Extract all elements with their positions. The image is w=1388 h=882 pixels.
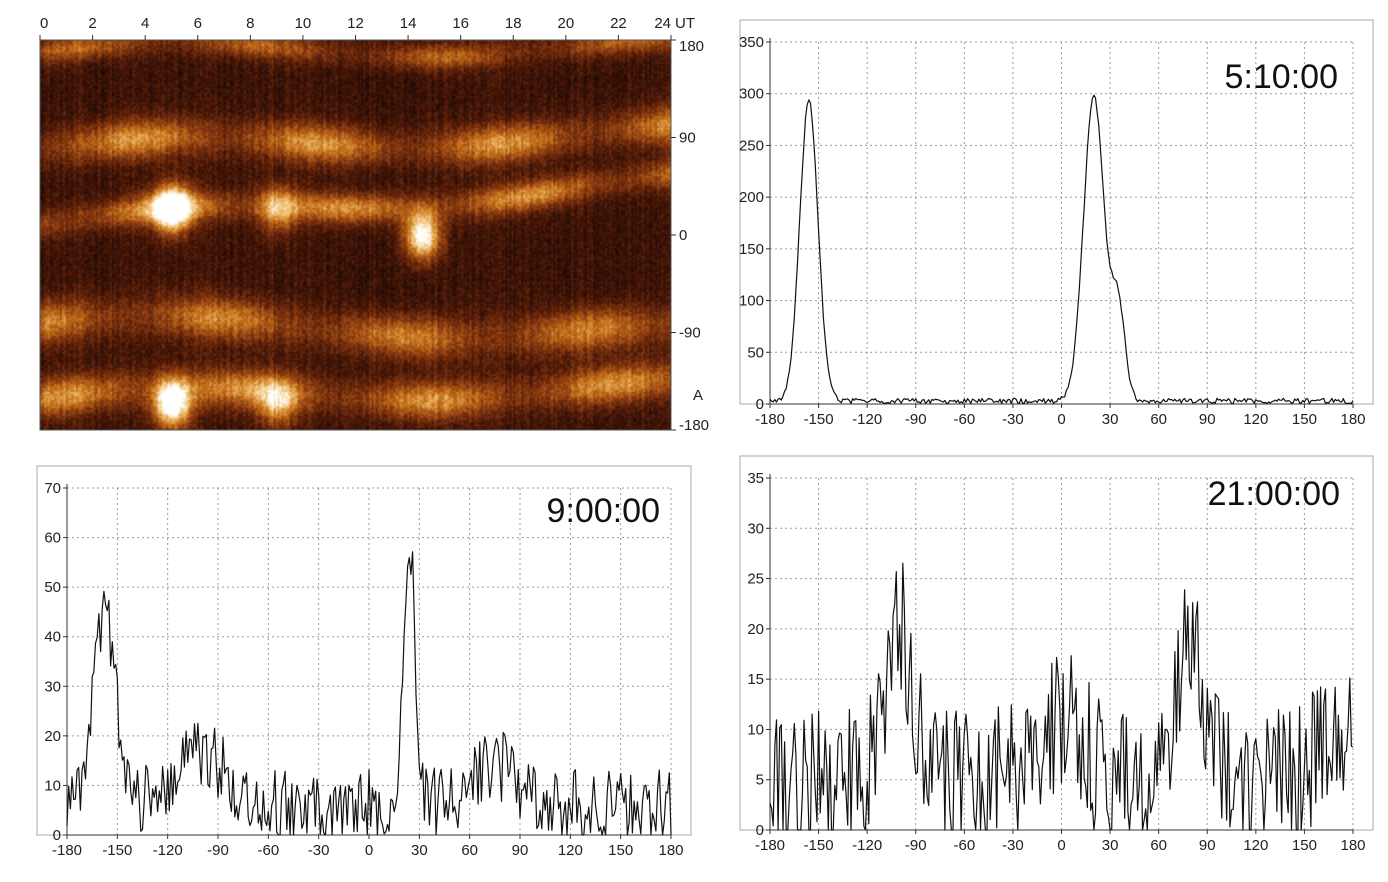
x-tick-label: 150	[608, 842, 633, 859]
line-chart-9-00: -180 -150 -120 -90 -60 -30 0 30 60 90 120 150 180 0 10…	[36, 465, 692, 859]
y-tick-label: 50	[747, 344, 764, 361]
x-tick-label: 18	[505, 15, 522, 32]
y-tick-label: 350	[739, 34, 764, 51]
x-tick-label: 12	[347, 15, 364, 32]
x-tick-label: -30	[1002, 411, 1024, 428]
heatmap-image	[40, 40, 671, 430]
x-tick-label: 120	[558, 842, 583, 859]
x-tick-label: 4	[141, 15, 149, 32]
x-tick-label: -60	[257, 842, 279, 859]
y-tick-label: 40	[44, 629, 61, 646]
x-tick-label: -90	[207, 842, 229, 859]
x-tick-label: -90	[905, 411, 927, 428]
y-tick-label: 70	[44, 480, 61, 497]
x-tick-label: 90	[512, 842, 529, 859]
x-tick-label: 8	[246, 15, 254, 32]
time-annotation: 5:10:00	[1225, 58, 1338, 96]
x-tick-label: 90	[1199, 411, 1216, 428]
x-tick-label: 14	[400, 15, 417, 32]
x-tick-label: -180	[755, 411, 785, 428]
x-tick-label: -120	[852, 411, 882, 428]
y-tick-label: 30	[44, 678, 61, 695]
x-tick-label: 6	[194, 15, 202, 32]
y-tick-label: 30	[747, 520, 764, 537]
y-tick-label: 35	[747, 470, 764, 487]
y-tick-label: 10	[747, 721, 764, 738]
x-axis-unit: UT	[675, 15, 695, 32]
x-tick-label: 120	[1243, 837, 1268, 854]
series-line	[66, 551, 672, 836]
x-tick-label: 30	[1102, 837, 1119, 854]
series-line	[769, 562, 1354, 831]
x-tick-label: 10	[295, 15, 312, 32]
y-tick-label: 50	[44, 579, 61, 596]
y-tick-label: 200	[739, 189, 764, 206]
y-tick-label: 0	[756, 396, 764, 413]
x-tick-label: 24	[654, 15, 671, 32]
y-tick-label: 250	[739, 137, 764, 154]
y-tick-label: 0	[679, 227, 687, 244]
x-tick-label: 180	[1340, 411, 1365, 428]
y-tick-label: -180	[679, 417, 709, 434]
x-tick-label: 30	[1102, 411, 1119, 428]
line-chart-21-00: -180 -150 -120 -90 -60 -30 0 30 60 90 120 150 180 0 5 1…	[739, 455, 1374, 854]
x-tick-label: -90	[905, 837, 927, 854]
y-tick-label: 150	[739, 241, 764, 258]
y-tick-label: 180	[679, 38, 704, 55]
y-tick-label: 5	[756, 772, 764, 789]
x-tick-label: 0	[1057, 837, 1065, 854]
x-tick-label: -150	[804, 411, 834, 428]
y-side-label: A	[693, 387, 703, 404]
x-tick-label: -120	[153, 842, 183, 859]
x-tick-label: 180	[658, 842, 683, 859]
x-tick-label: 150	[1292, 411, 1317, 428]
y-tick-label: 0	[756, 822, 764, 839]
x-tick-label: 60	[1150, 837, 1167, 854]
x-tick-label: 2	[88, 15, 96, 32]
x-tick-label: -30	[308, 842, 330, 859]
x-tick-label: 0	[1057, 411, 1065, 428]
x-tick-label: -60	[953, 837, 975, 854]
y-tick-label: 90	[679, 130, 696, 147]
y-tick-label: -90	[679, 325, 701, 342]
x-tick-label: 22	[610, 15, 627, 32]
x-tick-label: -150	[804, 837, 834, 854]
x-tick-label: 0	[40, 15, 48, 32]
y-tick-label: 20	[44, 728, 61, 745]
y-tick-label: 10	[44, 777, 61, 794]
y-tick-label: 300	[739, 86, 764, 103]
x-tick-label: 20	[557, 15, 574, 32]
x-tick-label: 16	[452, 15, 469, 32]
x-tick-label: 60	[461, 842, 478, 859]
series-line	[769, 94, 1354, 405]
x-tick-label: 120	[1243, 411, 1268, 428]
x-tick-label: -180	[755, 837, 785, 854]
x-tick-label: -30	[1002, 837, 1024, 854]
y-tick-label: 100	[739, 293, 764, 310]
time-annotation: 9:00:00	[547, 492, 660, 530]
x-tick-label: 150	[1292, 837, 1317, 854]
x-tick-label: 60	[1150, 411, 1167, 428]
time-annotation: 21:00:00	[1208, 475, 1340, 513]
x-tick-label: -150	[102, 842, 132, 859]
x-tick-label: 90	[1199, 837, 1216, 854]
y-tick-label: 15	[747, 671, 764, 688]
y-tick-label: 0	[53, 827, 61, 844]
y-tick-label: 25	[747, 571, 764, 588]
x-tick-label: 180	[1340, 837, 1365, 854]
x-tick-label: -60	[953, 411, 975, 428]
y-tick-label: 20	[747, 621, 764, 638]
y-tick-label: 60	[44, 530, 61, 547]
line-chart-5-10: -180 -150 -120 -90 -60 -30 0 30 60 90 120 150 180 0 50…	[739, 19, 1374, 428]
x-tick-label: -120	[852, 837, 882, 854]
x-tick-label: 0	[365, 842, 373, 859]
x-tick-label: 30	[411, 842, 428, 859]
x-tick-label: -180	[52, 842, 82, 859]
